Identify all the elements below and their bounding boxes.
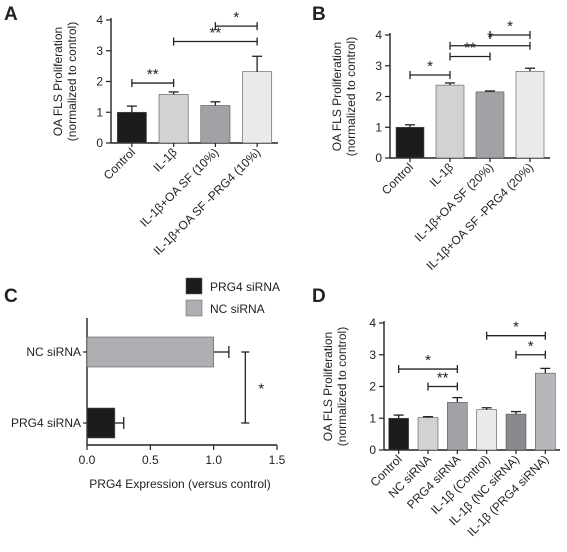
panel-b-y-tick-label: 3: [375, 59, 382, 73]
panel-a-category-label: IL-1β+OA SF (10%): [137, 145, 221, 229]
panel-d-bar: [417, 417, 439, 451]
panel-d-bar: [476, 409, 497, 451]
panel-d-sig-label: *: [513, 319, 519, 336]
panel-b-bar: [395, 126, 425, 159]
panel-a-y-tick-label: 0: [96, 136, 103, 150]
panel-b-bar: [475, 91, 505, 159]
panel-label-b: B: [312, 4, 326, 25]
panel-a-bar: [242, 71, 273, 144]
panel-a-y-tick-label: 1: [96, 105, 103, 119]
panel-d-sig-label: *: [425, 352, 431, 369]
panel-d-y-tick-label: 1: [369, 411, 376, 425]
panel-d-bar: [505, 413, 527, 451]
panel-c-x-tick-label: 0.0: [79, 453, 96, 467]
panel-a-category-label: IL-1β: [150, 145, 179, 174]
panel-b-y-tick-label: 1: [375, 120, 382, 134]
panel-c-x-axis-label: PRG4 Expression (versus control): [89, 477, 270, 491]
panel-b-sig-label: **: [464, 40, 476, 57]
panel-d-sig-label: **: [437, 370, 449, 387]
panel-a-bar: [200, 105, 231, 144]
panel-b-y-tick-label: 2: [375, 90, 382, 104]
panel-a-y-tick-label: 3: [96, 44, 103, 58]
panel-label-d: D: [312, 286, 326, 307]
panel-d-bar: [388, 417, 409, 451]
panel-c-legend-swatch: [185, 277, 203, 295]
panel-b-bar: [435, 84, 465, 159]
panel-c-bar: [86, 336, 214, 368]
panel-c-legend-swatch: [185, 299, 203, 317]
panel-c-category-label: PRG4 siRNA: [11, 416, 81, 430]
panel-c-category-label: NC siRNA: [26, 345, 81, 359]
panel-a-sig-label: *: [233, 9, 239, 26]
panel-b-y-tick-label: 4: [375, 28, 382, 42]
panel-b-bar: [515, 70, 545, 159]
panel-a-sig-label: **: [147, 66, 159, 83]
panel-a-y-axis-label: OA FLS Proliferation(normalized to contr…: [51, 22, 79, 141]
panel-a-sig-label: **: [210, 25, 222, 42]
panel-c-legend-label: PRG4 siRNA: [210, 280, 280, 294]
panel-d-y-tick-label: 2: [369, 380, 376, 394]
panel-d-sig-label: *: [528, 338, 534, 355]
panel-b-category-label: Control: [379, 160, 416, 197]
panel-b-sig-label: *: [427, 58, 433, 75]
panel-d-bar: [535, 372, 556, 451]
panel-c-x-tick-label: 0.5: [142, 453, 159, 467]
panel-d-y-tick-label: 3: [369, 348, 376, 362]
panel-c-sig-label: *: [258, 381, 264, 398]
panel-a-y-tick-label: 4: [96, 13, 103, 27]
panel-b-y-tick-label: 0: [375, 151, 382, 165]
panel-c-legend-label: NC siRNA: [210, 302, 265, 316]
panel-d-bar: [447, 402, 468, 451]
panel-label-a: A: [4, 4, 18, 25]
panel-c-x-tick-label: 1.5: [269, 453, 286, 467]
panel-b-category-label: IL-1β: [427, 160, 456, 189]
panel-a-bar: [158, 94, 189, 144]
panel-b-y-axis-label: OA FLS Proliferation(normalized to contr…: [330, 37, 358, 156]
panel-b-sig-label: *: [507, 18, 513, 35]
panel-c-bar: [86, 407, 116, 439]
panel-d-y-tick-label: 0: [369, 443, 376, 457]
panel-label-c: C: [4, 286, 18, 307]
panel-a-bar: [116, 111, 147, 144]
panel-c-x-tick-label: 1.0: [205, 453, 222, 467]
panel-d-y-tick-label: 4: [369, 316, 376, 330]
panel-a-y-tick-label: 2: [96, 75, 103, 89]
panel-a-category-label: Control: [101, 145, 138, 182]
panel-d-y-axis-label: OA FLS Proliferation(normalized to contr…: [321, 327, 349, 446]
